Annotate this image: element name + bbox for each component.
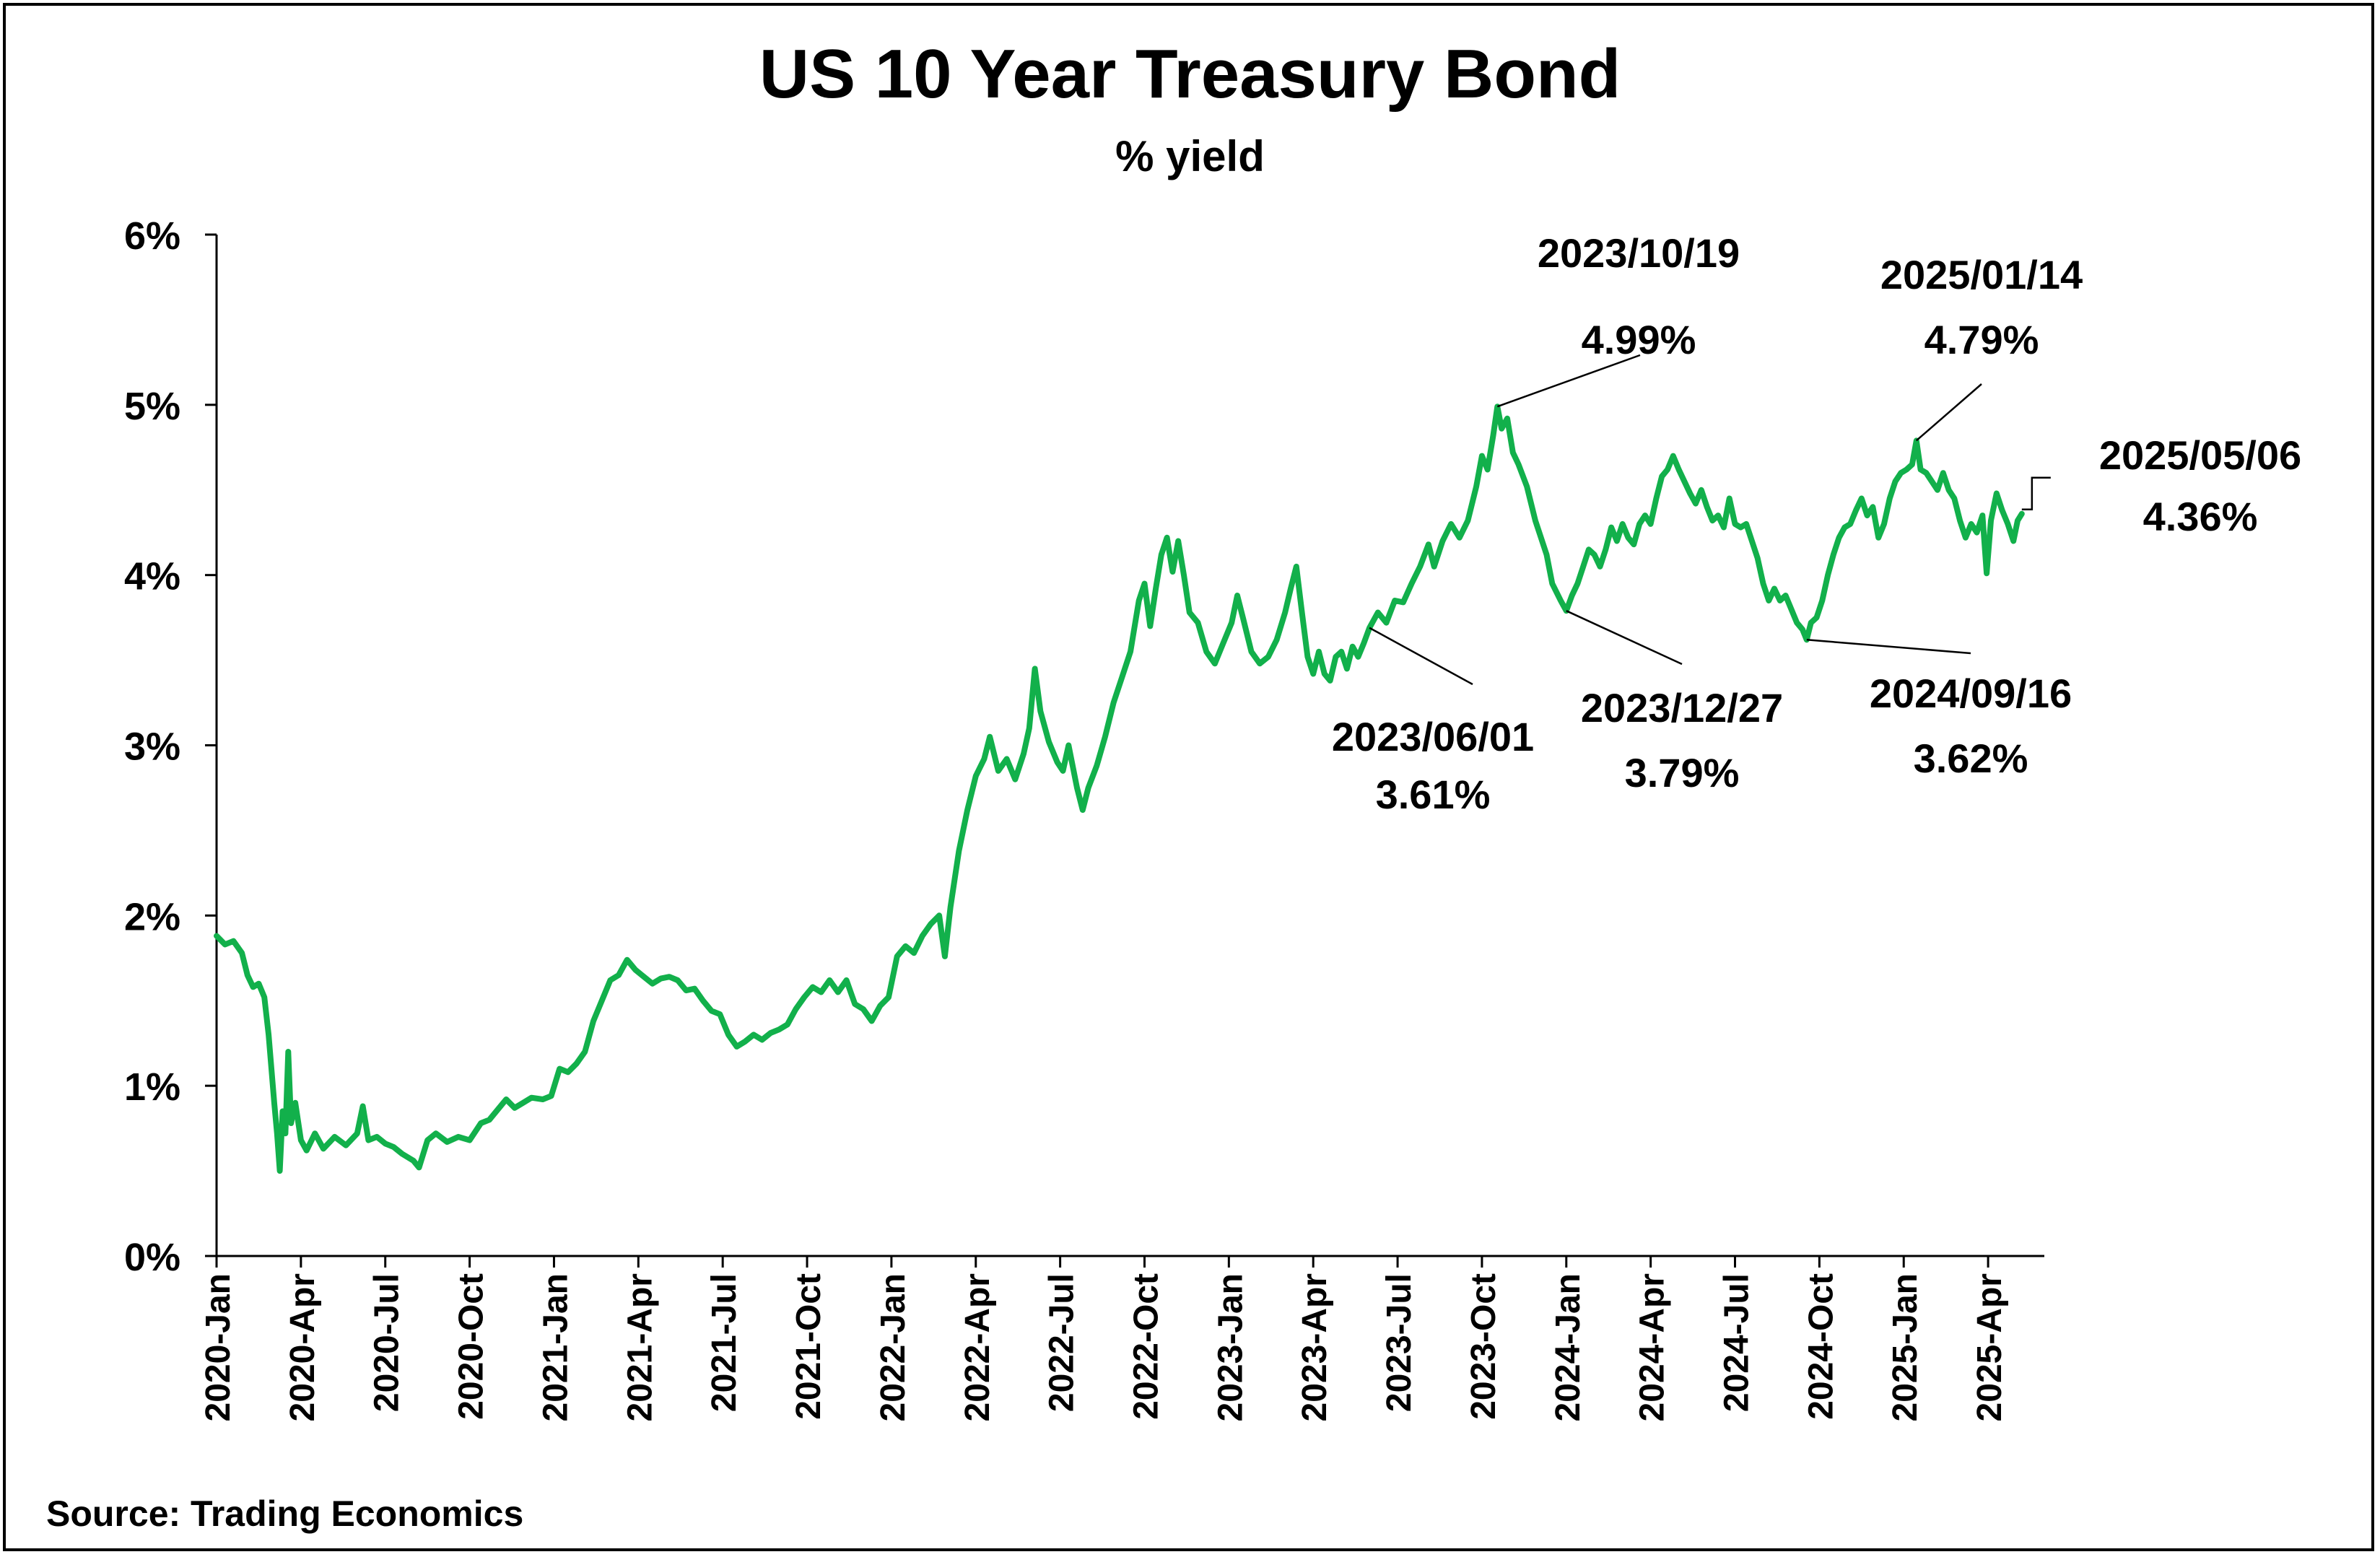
x-tick-label: 2024-Jul — [1718, 1273, 1756, 1412]
x-tick-label: 2025-Jan — [1886, 1273, 1925, 1421]
x-tick-label: 2020-Jul — [368, 1273, 406, 1412]
x-tick-label: 2023-Jan — [1211, 1273, 1250, 1421]
annotation-date: 2025/05/06 — [2099, 432, 2301, 478]
annotation-leader-line — [1915, 383, 1982, 442]
annotation-value: 3.79% — [1625, 750, 1740, 795]
x-tick-label: 2020-Apr — [284, 1273, 322, 1421]
annotation-leader-line — [1496, 354, 1641, 408]
annotation-leader-line — [1806, 639, 1971, 655]
annotation-date: 2023/12/27 — [1581, 685, 1783, 730]
series — [214, 404, 2025, 1174]
y-tick-label: 5% — [124, 385, 180, 428]
x-tick-label: 2023-Apr — [1296, 1273, 1334, 1421]
annotation-date: 2025/01/14 — [1880, 252, 2083, 297]
y-tick-label: 4% — [124, 555, 180, 598]
annotation-date: 2023/06/01 — [1332, 714, 1534, 759]
source-note: Source: Trading Economics — [46, 1493, 524, 1534]
annotation-value: 4.36% — [2143, 494, 2258, 539]
x-tick-label: 2024-Oct — [1802, 1273, 1840, 1420]
y-tick-label: 2% — [124, 895, 180, 938]
y-tick-label: 0% — [124, 1236, 180, 1279]
annotation-value: 4.79% — [1925, 317, 2039, 362]
annotation-leader-line — [1369, 627, 1473, 686]
x-tick-label: 2024-Apr — [1634, 1273, 1672, 1421]
axes — [215, 235, 2044, 1257]
x-tick-label: 2021-Jan — [536, 1273, 575, 1421]
annotation-value: 3.62% — [1914, 736, 2028, 781]
x-tick-label: 2022-Jul — [1043, 1273, 1081, 1412]
annotation-leader-line — [1566, 610, 1683, 666]
x-tick-label: 2022-Apr — [959, 1273, 997, 1421]
x-tick-label: 2022-Oct — [1127, 1273, 1165, 1420]
annotations: 2023/10/19 4.99% 2025/01/14 4.79% 2025/05/06… — [1332, 230, 2301, 817]
annotation-value: 4.99% — [1582, 317, 1696, 362]
y-tick-label: 3% — [124, 725, 180, 769]
annotation-value: 3.61% — [1376, 772, 1491, 817]
annotation-date: 2023/10/19 — [1538, 230, 1740, 276]
series-line-us-10y — [214, 404, 2025, 1174]
y-tick-label: 1% — [124, 1065, 180, 1109]
y-tick-label: 6% — [124, 214, 180, 258]
chart-frame — [3, 3, 2374, 1551]
y-axis-ticks: 0% 1% 2% 3% 4% 5% 6% — [124, 214, 217, 1279]
x-axis-ticks: 2020-Jan 2020-Apr 2020-Jul 2020-Oct 2021-Jan… — [199, 1256, 2009, 1421]
x-tick-label: 2021-Oct — [790, 1273, 828, 1420]
x-tick-label: 2023-Oct — [1465, 1273, 1503, 1420]
chart-title: US 10 Year Treasury Bond — [759, 35, 1621, 113]
x-tick-label: 2025-Apr — [1971, 1273, 2009, 1421]
x-tick-label: 2024-Jan — [1549, 1273, 1587, 1421]
x-tick-label: 2021-Jul — [705, 1273, 744, 1412]
chart-subtitle: % yield — [1115, 132, 1265, 180]
x-tick-label: 2020-Jan — [199, 1273, 237, 1421]
x-tick-label: 2022-Jan — [874, 1273, 912, 1421]
x-tick-label: 2023-Jul — [1380, 1273, 1418, 1412]
x-tick-label: 2020-Oct — [453, 1273, 491, 1420]
annotation-date: 2024/09/16 — [1870, 671, 2072, 716]
x-tick-label: 2021-Apr — [621, 1273, 659, 1421]
annotation-leader-line — [2021, 476, 2051, 511]
